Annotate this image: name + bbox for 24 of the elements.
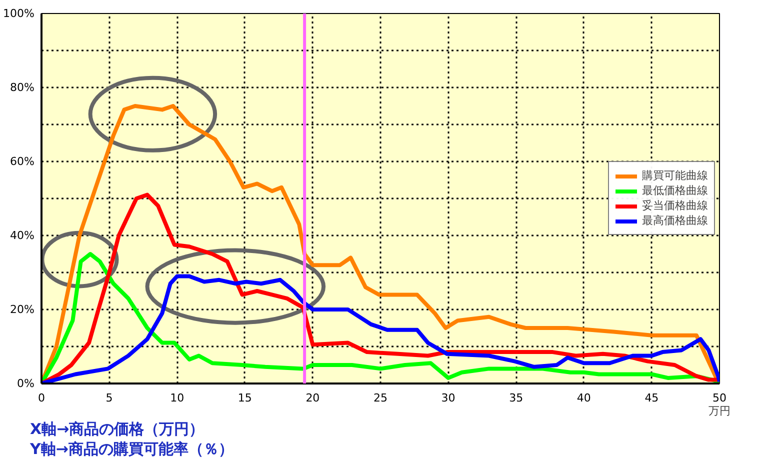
text: X軸→商品の価格（万円） — [30, 420, 204, 438]
x-tick-label: 5 — [106, 392, 113, 404]
text: Y軸→商品の購買可能率（％） — [30, 440, 234, 458]
y-tick-label: 100% — [3, 7, 35, 20]
y-tick-label: 40% — [10, 229, 35, 242]
legend-label: 妥当価格曲線 — [642, 198, 708, 213]
x-tick-label: 10 — [170, 392, 184, 404]
y-tick-label: 0% — [17, 377, 34, 390]
x-tick-label: 30 — [441, 392, 456, 404]
legend-label: 最低価格曲線 — [642, 183, 708, 198]
x-tick-label: 40 — [576, 392, 591, 404]
y-tick-label: 60% — [10, 155, 35, 168]
x-tick-label: 15 — [238, 392, 252, 404]
x-tick-label: 0 — [38, 392, 45, 404]
x-tick-label: 50 — [712, 392, 726, 404]
x-tick-label: 45 — [644, 392, 659, 404]
legend-label: 購買可能曲線 — [642, 168, 708, 183]
x-axis-title: 万円 — [708, 404, 730, 418]
x-tick-label: 25 — [374, 392, 388, 404]
x-tick-label: 35 — [509, 392, 524, 404]
x-tick-label: 20 — [306, 392, 320, 404]
legend-label: 最高価格曲線 — [642, 213, 708, 228]
y-tick-label: 80% — [10, 81, 35, 94]
y-tick-label: 20% — [10, 303, 35, 316]
